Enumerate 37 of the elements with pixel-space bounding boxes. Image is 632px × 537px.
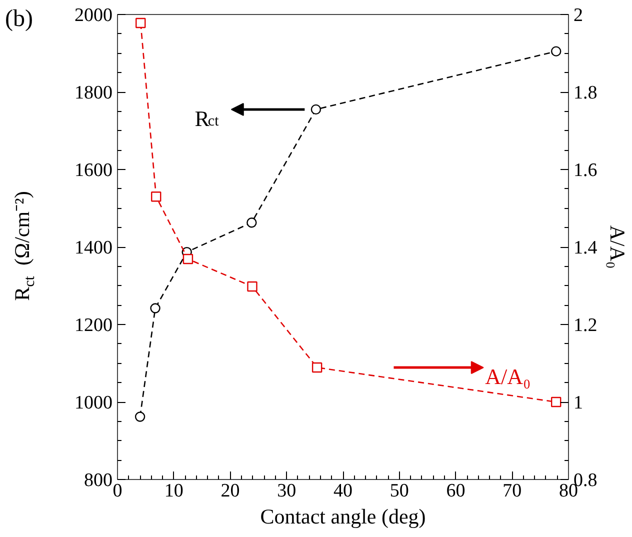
x-tick-label: 50 — [390, 480, 409, 502]
x-tick-label: 30 — [277, 480, 296, 502]
x-tick-label: 0 — [112, 480, 122, 502]
y2-axis-title: A/A₀ — [605, 225, 630, 269]
point — [134, 412, 146, 422]
y2-tick-label: 1.6 — [574, 160, 598, 181]
point — [182, 254, 194, 264]
point — [247, 281, 258, 292]
y-tick-label: 1800 — [74, 82, 112, 104]
point — [550, 46, 562, 56]
y2-tick-label: 2 — [574, 5, 583, 26]
x-tick-label: 20 — [220, 480, 240, 502]
y2-tick-label: 1.2 — [574, 315, 598, 336]
y-tick-label: 1400 — [74, 238, 112, 258]
text: Rct — [194, 106, 220, 131]
point — [310, 104, 322, 115]
y2-tick-label: 1.8 — [574, 82, 598, 104]
y2-tick-label: 1.4 — [574, 238, 598, 258]
point — [550, 396, 562, 408]
x-tick-label: 40 — [334, 480, 352, 502]
point — [312, 362, 322, 373]
x-tick-label: 60 — [446, 480, 466, 502]
y-tick-label: 2000 — [74, 5, 112, 26]
point — [246, 217, 257, 228]
y-tick-label: 1000 — [74, 392, 112, 414]
point — [151, 192, 162, 202]
x-axis-title: Contact angle (deg) — [260, 504, 426, 528]
point — [150, 303, 160, 314]
y2-tick-label: 1 — [574, 392, 583, 414]
y-tick-label: 800 — [84, 470, 112, 491]
point — [136, 18, 146, 28]
x-tick-label: 70 — [502, 480, 522, 502]
y-tick-label: 1200 — [74, 315, 112, 336]
x-tick-label: 10 — [164, 480, 184, 502]
y-tick-label: 1600 — [74, 160, 112, 181]
legend-label: A/A₀ — [485, 364, 531, 390]
text: (b) — [5, 5, 33, 34]
